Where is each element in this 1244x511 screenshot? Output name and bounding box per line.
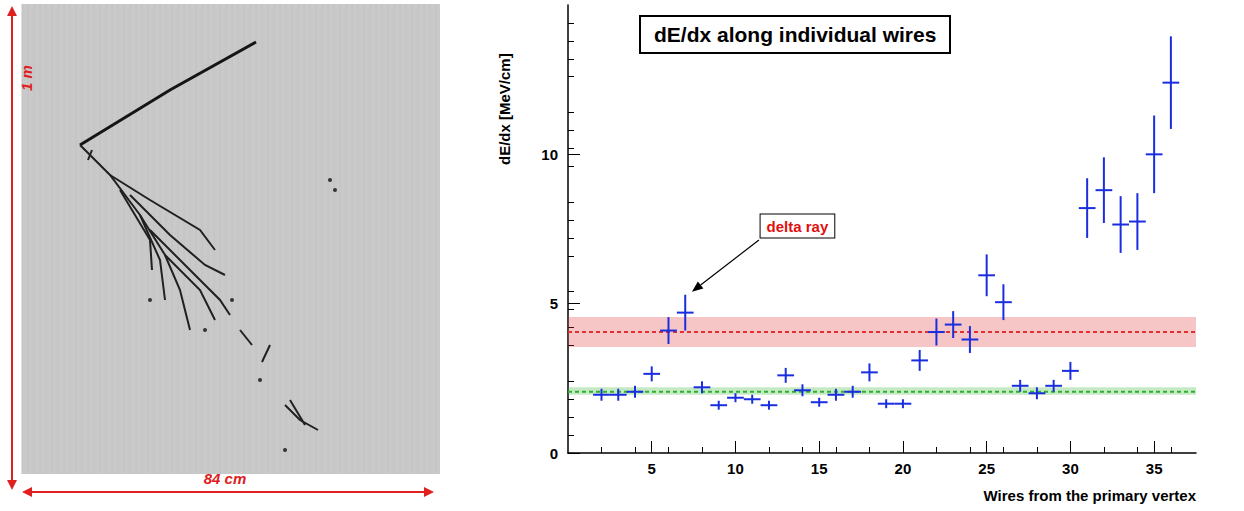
svg-text:20: 20 <box>895 460 912 477</box>
svg-text:0: 0 <box>550 445 558 462</box>
svg-text:Wires from the primary vertex: Wires from the primary vertex <box>984 487 1197 504</box>
svg-text:dE/dx along individual wires: dE/dx along individual wires <box>654 23 936 46</box>
svg-text:35: 35 <box>1146 460 1163 477</box>
svg-text:dE/dx [MeV/cm]: dE/dx [MeV/cm] <box>496 53 513 165</box>
svg-text:30: 30 <box>1062 460 1079 477</box>
svg-text:5: 5 <box>648 460 656 477</box>
svg-text:5: 5 <box>550 295 558 312</box>
svg-text:84 cm: 84 cm <box>204 470 247 487</box>
svg-text:10: 10 <box>727 460 744 477</box>
svg-text:25: 25 <box>978 460 995 477</box>
svg-text:10: 10 <box>541 146 558 163</box>
svg-text:15: 15 <box>811 460 828 477</box>
svg-text:delta ray: delta ray <box>767 218 829 235</box>
svg-text:1 m: 1 m <box>18 65 35 91</box>
